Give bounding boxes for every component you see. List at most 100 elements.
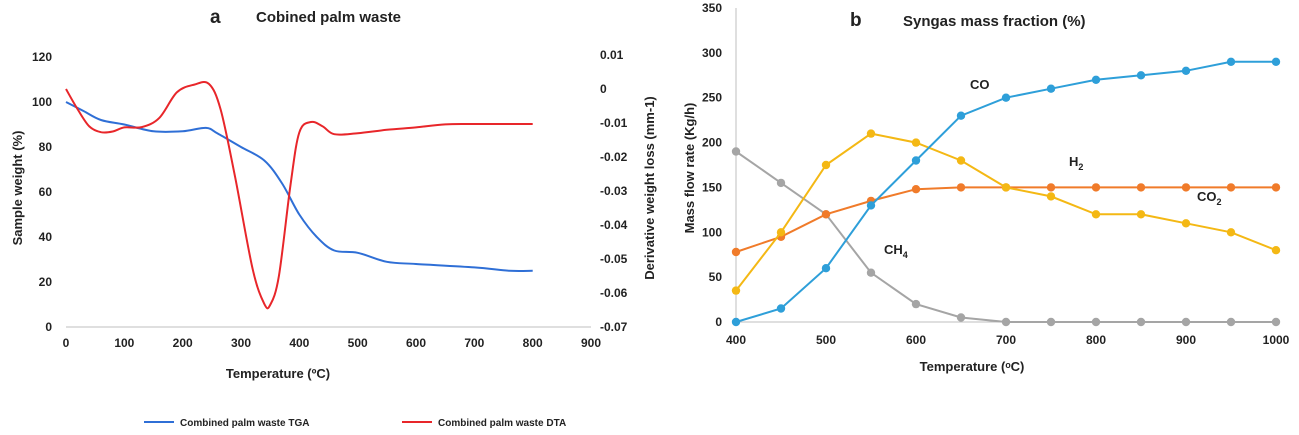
ch4-series-label: CH4 — [884, 242, 908, 260]
h2-point — [1136, 210, 1146, 219]
ch4-point — [1181, 317, 1191, 327]
panel-a-x-ticks: 0 100 200 300 400 500 600 700 800 900 — [63, 336, 602, 350]
panel-a: a Cobined palm waste 0 100 200 300 400 500 600… — [10, 7, 657, 429]
panel-b-x-label: Temperature (ᵒC) — [920, 359, 1025, 374]
panel-a-y-tick: 40 — [39, 230, 53, 244]
co2-point — [911, 185, 921, 194]
panel-a-y-tick: 60 — [39, 185, 53, 199]
h2-point — [1001, 183, 1011, 192]
ch4-point — [956, 313, 966, 322]
panel-b-y-tick: 50 — [709, 270, 723, 284]
co-point — [821, 264, 831, 273]
co-point — [956, 111, 966, 120]
panel-b-series-labels: CO H2 CO2 CH4 — [884, 77, 1222, 260]
panel-a-y-right-label: Derivative weight loss (mm-1) — [642, 96, 657, 280]
panel-a-x-label: Temperature (ºC) — [226, 366, 330, 381]
panel-a-x-tick: 0 — [63, 336, 70, 350]
co-point — [1181, 66, 1191, 76]
co2-point — [1046, 183, 1056, 192]
dta-line — [65, 80, 533, 310]
ch4-point — [1271, 317, 1281, 327]
h2-line — [735, 132, 1277, 292]
co2-point — [1181, 183, 1191, 192]
panel-a-x-tick: 800 — [523, 336, 543, 350]
panel-b-y-tick: 0 — [715, 315, 722, 329]
panel-a-y-right-tick: -0.03 — [600, 184, 628, 198]
panel-a-y-right-tick: -0.02 — [600, 150, 628, 164]
co2-line — [735, 186, 1276, 253]
panel-b-y-tick: 350 — [702, 1, 722, 15]
tga-line — [65, 101, 533, 273]
co-point — [1046, 84, 1056, 93]
panel-b-x-tick: 1000 — [1263, 333, 1290, 347]
panel-b-x-ticks: 400 500 600 700 800 900 1000 — [726, 333, 1290, 347]
ch4-point — [866, 268, 876, 277]
ch4-point — [731, 147, 741, 156]
panel-b-x-tick: 900 — [1176, 333, 1196, 347]
co-point — [1136, 71, 1146, 80]
co2-point — [1226, 183, 1236, 192]
h2-point — [731, 286, 741, 295]
panel-a-x-tick: 100 — [114, 336, 134, 350]
h2-point — [956, 156, 966, 165]
h2-point — [1181, 219, 1191, 228]
co-point — [731, 317, 741, 327]
ch4-point — [1091, 317, 1101, 327]
panel-a-x-tick: 200 — [173, 336, 193, 350]
co-point — [911, 156, 921, 165]
h2-point — [776, 228, 786, 237]
h2-point — [866, 129, 876, 138]
panel-b: b Syngas mass fraction (%) 400 500 600 700 8… — [682, 1, 1290, 374]
h2-point — [1226, 228, 1236, 237]
co-point — [866, 201, 876, 210]
panel-b-y-tick: 250 — [702, 91, 722, 105]
co2-point — [821, 210, 831, 219]
panel-a-y-right-tick: 0 — [600, 82, 607, 96]
panel-b-title: Syngas mass fraction (%) — [903, 13, 1086, 30]
ch4-point — [1001, 317, 1011, 327]
ch4-point — [911, 299, 921, 309]
panel-a-x-tick: 500 — [348, 336, 368, 350]
co-point — [1226, 57, 1236, 66]
panel-b-x-tick: 700 — [996, 333, 1016, 347]
panel-a-x-tick: 700 — [464, 336, 484, 350]
h2-series-label: H2 — [1069, 154, 1083, 172]
panel-a-y-ticks: 0 20 40 60 80 100 120 — [32, 50, 52, 334]
panel-b-x-tick: 800 — [1086, 333, 1106, 347]
panel-a-x-tick: 900 — [581, 336, 601, 350]
co2-point — [1271, 183, 1281, 192]
co-point — [1271, 57, 1281, 66]
co-point — [776, 304, 786, 313]
panel-a-y-tick: 0 — [45, 320, 52, 334]
h2-point — [1046, 192, 1056, 201]
h2-point — [1091, 210, 1101, 219]
panel-a-x-tick: 600 — [406, 336, 426, 350]
panel-a-y-right-tick: -0.06 — [600, 286, 628, 300]
panel-b-x-tick: 600 — [906, 333, 926, 347]
panel-a-y-tick: 80 — [39, 140, 53, 154]
panel-a-letter: a — [210, 7, 221, 28]
legend-label-tga: Combined palm waste TGA — [180, 418, 309, 429]
co-series-label: CO — [970, 77, 990, 92]
panel-a-y-right-tick: 0.01 — [600, 48, 624, 62]
co2-point — [956, 183, 966, 192]
ch4-point — [1046, 317, 1056, 327]
panel-a-y-right-ticks: 0.01 0 -0.01 -0.02 -0.03 -0.04 -0.05 -0.06 -0.07 — [600, 48, 628, 334]
panel-b-y-tick: 200 — [702, 136, 722, 150]
h2-point — [821, 160, 831, 170]
panel-b-series — [731, 57, 1281, 327]
panel-a-y-right-tick: -0.01 — [600, 116, 628, 130]
panel-b-y-tick: 300 — [702, 46, 722, 60]
ch4-point — [1226, 317, 1236, 327]
panel-b-y-ticks: 0 50 100 150 200 250 300 350 — [702, 1, 722, 329]
panel-b-x-tick: 500 — [816, 333, 836, 347]
ch4-point — [1136, 317, 1146, 327]
panel-a-y-tick: 20 — [39, 275, 53, 289]
legend-label-dta: Combined palm waste DTA — [438, 418, 566, 429]
co2-point — [1091, 183, 1101, 192]
co2-point — [731, 247, 741, 257]
panel-b-y-tick: 150 — [702, 180, 722, 194]
panel-b-x-tick: 400 — [726, 333, 746, 347]
h2-point — [1271, 246, 1281, 255]
panel-a-y-tick: 100 — [32, 95, 52, 109]
